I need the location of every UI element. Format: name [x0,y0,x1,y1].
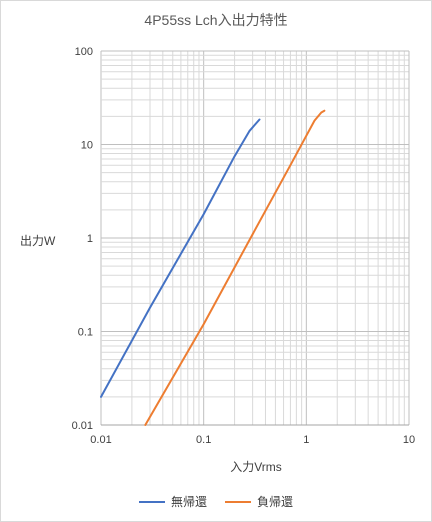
y-tick-label: 1 [87,233,93,245]
y-axis-label: 出力W [20,234,56,248]
series-line-0 [100,118,261,398]
legend-label-series-0: 無帰還 [170,495,207,509]
x-tick-label: 0.01 [90,434,111,446]
y-tick-label: 0.1 [78,327,93,339]
x-tick-label: 1 [303,434,309,446]
x-axis-label: 入力Vrms [230,460,282,474]
legend: 無帰還 負帰還 [0,493,432,510]
series-line-1 [144,109,326,426]
legend-item-series-0: 無帰還 [138,493,207,510]
y-tick-label: 10 [81,140,93,152]
y-tick-label: 0.01 [72,420,93,432]
x-tick-label: 10 [403,434,415,446]
legend-swatch-series-1 [225,500,251,503]
tick-labels: 0.01 0.1 1 10 0.01 0.1 1 10 100 [72,46,416,446]
grid-lines [100,50,410,426]
legend-item-series-1: 負帰還 [225,493,293,510]
x-tick-label: 0.1 [196,434,211,446]
y-tick-label: 100 [75,46,93,58]
legend-label-series-1: 負帰還 [257,495,294,509]
chart-title: 4P55ss Lch入出力特性 [144,12,288,28]
legend-swatch-series-0 [138,500,165,503]
series-lines [100,109,326,426]
